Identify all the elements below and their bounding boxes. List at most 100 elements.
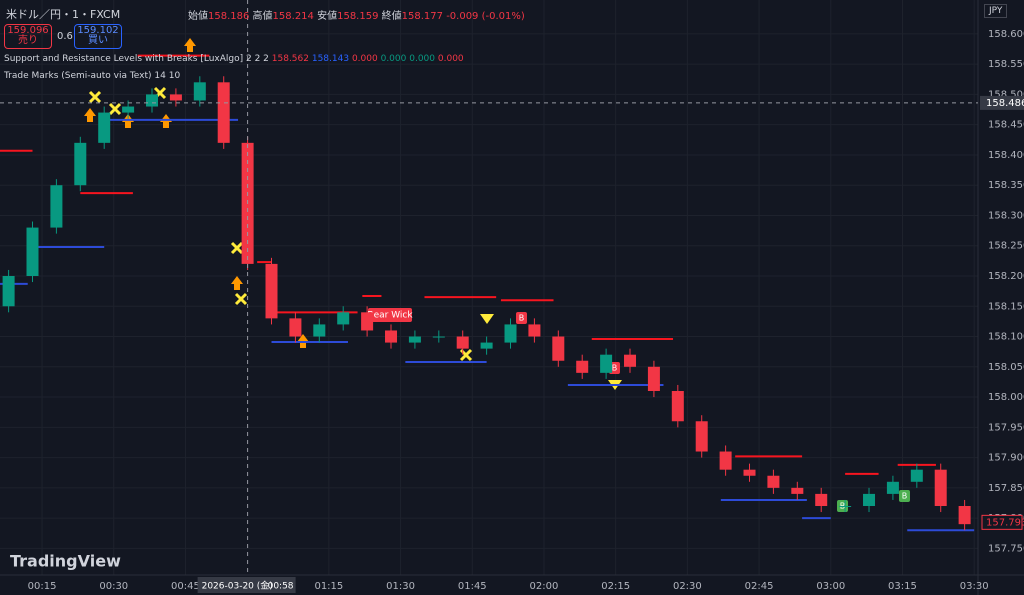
label: 終値: [381, 11, 402, 22]
y-tick-label: 158.350: [988, 180, 1024, 191]
break-box: [516, 312, 527, 324]
value: 0.000: [409, 54, 435, 64]
logo: TradingView: [10, 552, 121, 571]
candle-body: [432, 336, 445, 338]
x-tick-label: 02:00: [530, 581, 559, 592]
sell-markers: [480, 314, 622, 390]
candle-body: [600, 354, 613, 373]
x-tick-label: 02:30: [673, 581, 702, 592]
ohlc: 始値158.186 高値158.214 安値158.159 終値158.177 …: [188, 7, 525, 22]
break-label: B: [902, 492, 908, 501]
y-tick-label: 158.150: [988, 301, 1024, 312]
y-tick-label: 158.200: [988, 271, 1024, 282]
y-tick-label: 158.400: [988, 150, 1024, 161]
change: -0.009 (-0.01%): [446, 11, 525, 22]
candle-body: [552, 336, 565, 361]
x-tick-label: 03:30: [960, 581, 989, 592]
value: 158.177: [401, 11, 443, 22]
candle-body: [169, 94, 182, 101]
label: 高値: [252, 11, 273, 22]
bear-wick-label: Bear Wick: [367, 311, 413, 321]
last-price: 157.793: [986, 517, 1024, 528]
trade-markers: [84, 38, 309, 348]
x-tick-label: 01:15: [314, 581, 343, 592]
sell-button[interactable]: 159.096 売り: [4, 24, 52, 49]
price: 159.102: [77, 25, 119, 36]
sell-arrow: [480, 314, 494, 324]
y-tick-label: 158.550: [988, 59, 1024, 70]
crosshair-price: 158.486: [986, 98, 1024, 109]
value: 158.214: [272, 11, 314, 22]
x-tick-label: 02:15: [601, 581, 630, 592]
y-tick-label: 158.500: [988, 89, 1024, 100]
candle-body: [839, 506, 852, 507]
candle-body: [791, 487, 804, 494]
candle-body: [146, 94, 159, 107]
bear-wick-box: [368, 308, 412, 322]
exit-markers: [88, 86, 473, 362]
x-tick-label: 03:00: [816, 581, 845, 592]
symbol: 米ドル／円・1・FXCM: [6, 8, 121, 21]
x-tick-label: 00:45: [171, 581, 200, 592]
candle-body: [361, 312, 374, 331]
label: 買い: [88, 35, 108, 46]
name: Support and Resistance Levels with Break…: [4, 54, 269, 64]
spread: 0.6: [57, 31, 73, 42]
buy-arrow: [122, 114, 134, 128]
candle-body: [217, 82, 230, 143]
candle-body: [528, 324, 541, 337]
y-tick-label: 158.050: [988, 362, 1024, 373]
candle-body: [122, 106, 135, 113]
crosshair-price-box: [980, 95, 1024, 110]
buy-arrow: [84, 108, 96, 122]
tm-indicator: Trade Marks (Semi-auto via Text) 14 10: [4, 71, 181, 81]
y-tick-label: 158.300: [988, 210, 1024, 221]
x-tick-label: 00:30: [99, 581, 128, 592]
candle-body: [863, 493, 876, 506]
x-mark: [88, 86, 473, 362]
buy-button[interactable]: 159.102 買い: [74, 24, 122, 49]
candle-body: [337, 312, 350, 325]
candle-body: [313, 324, 326, 337]
y-tick-label: 158.600: [988, 29, 1024, 40]
break-box: [899, 490, 910, 502]
candle-body: [934, 469, 947, 506]
candle-body: [671, 391, 684, 422]
crosshair-time: 00:58: [268, 582, 294, 592]
x-tick-label: 03:15: [888, 581, 917, 592]
candle-body: [98, 112, 111, 143]
label: 安値: [317, 11, 338, 22]
last-price-box: [981, 514, 1023, 530]
value: 0.000: [437, 54, 464, 64]
candle-body: [385, 330, 398, 343]
y-tick-label: 157.850: [988, 483, 1024, 494]
candle-body: [26, 227, 39, 276]
candle-body: [910, 469, 923, 482]
x-tick-label: 01:30: [386, 581, 415, 592]
label: 売り: [18, 35, 38, 46]
candle-body: [886, 481, 899, 494]
candle-body: [74, 142, 87, 186]
crosshair-date: 2026-03-20 (金): [202, 580, 273, 592]
candle-body: [289, 318, 302, 337]
candle-body: [647, 366, 660, 391]
value: 158.562: [271, 54, 309, 64]
candle-body: [767, 475, 780, 488]
currency[interactable]: JPY: [984, 4, 1008, 18]
value: 158.159: [337, 11, 379, 22]
break-label: B: [519, 314, 525, 323]
value: 0.000: [351, 54, 378, 64]
y-tick-label: 157.900: [988, 453, 1024, 464]
candle-body: [504, 324, 517, 343]
sr-indicator: Support and Resistance Levels with Break…: [4, 54, 464, 64]
y-tick-label: 158.250: [988, 241, 1024, 252]
candle-body: [695, 421, 708, 452]
candle-body: [958, 506, 971, 525]
candle-body: [719, 451, 732, 470]
y-tick-label: 158.450: [988, 120, 1024, 131]
price: 159.096: [7, 25, 49, 36]
value: 0.000: [380, 54, 407, 64]
candle-body: [193, 82, 206, 101]
